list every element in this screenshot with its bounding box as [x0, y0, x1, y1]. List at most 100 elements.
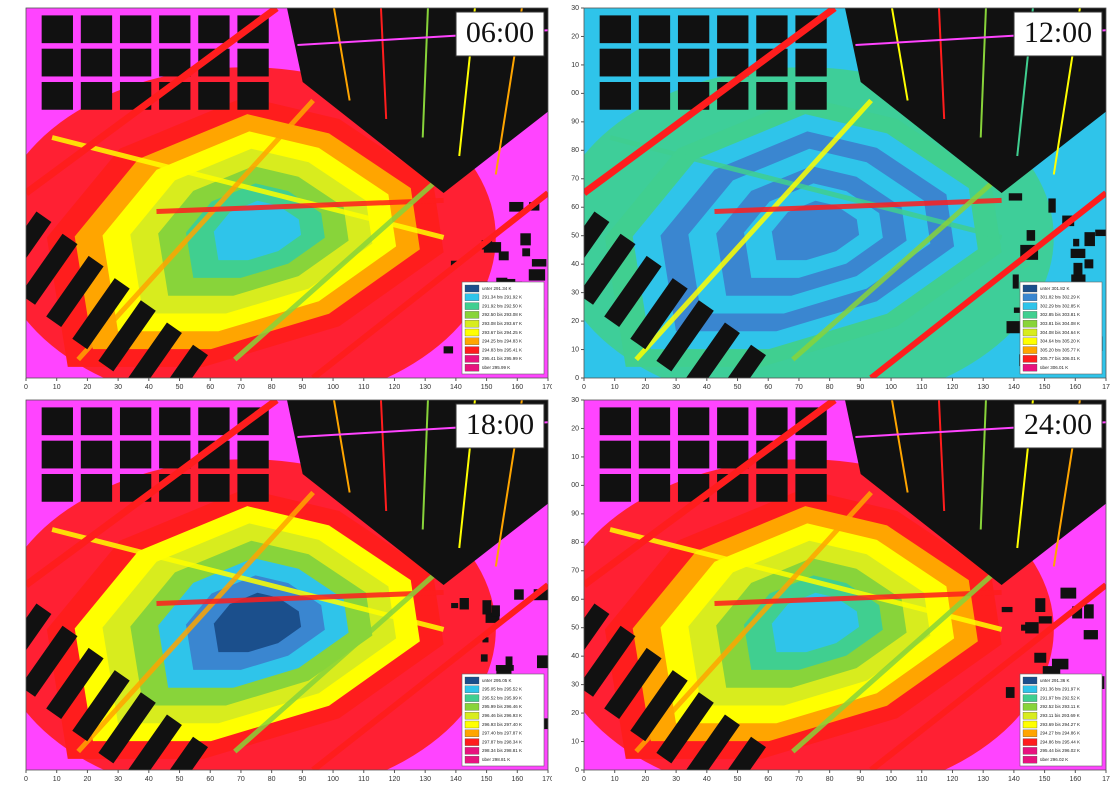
building	[482, 600, 492, 615]
x-tick-label: 110	[916, 384, 927, 391]
park-zone	[213, 592, 302, 653]
building	[480, 654, 488, 662]
x-tick-label: 140	[1008, 776, 1020, 783]
building	[46, 647, 104, 719]
building	[1005, 687, 1015, 698]
plot-frame	[25, 399, 549, 771]
x-tick-label: 50	[734, 776, 742, 783]
building	[1070, 248, 1086, 259]
building	[1006, 321, 1021, 334]
building	[459, 598, 469, 610]
legend-label: unter 291.34 K	[482, 286, 512, 291]
path	[609, 135, 1003, 240]
legend-label: unter 291.36 K	[1040, 678, 1070, 683]
path	[634, 98, 873, 362]
building	[1012, 274, 1019, 289]
legend-swatch	[464, 756, 480, 764]
x-tick-label: 60	[764, 384, 772, 391]
street	[26, 400, 279, 588]
building	[520, 233, 531, 246]
y-tick-label: 40	[571, 653, 579, 660]
x-tick-label: 50	[176, 384, 184, 391]
legend-swatch	[464, 738, 480, 746]
building	[237, 440, 269, 469]
building	[198, 15, 230, 44]
building	[708, 736, 767, 770]
legend-swatch	[464, 320, 480, 328]
building	[1084, 259, 1094, 269]
building	[536, 655, 548, 669]
x-tick-label: 160	[511, 776, 523, 783]
x-tick-label: 90	[856, 384, 864, 391]
building	[656, 300, 714, 372]
building	[677, 440, 710, 469]
y-tick-label: 00	[571, 90, 579, 97]
map-panel: 0 10 20 30 40 50 60 70 80 90 100 110 120 130 140 150 160…	[24, 399, 552, 783]
street	[311, 582, 548, 770]
building	[630, 670, 688, 742]
legend-label: 297.87 bis 298.34 K	[482, 739, 522, 744]
building	[1072, 606, 1083, 619]
path	[51, 135, 445, 240]
legend-swatch	[1022, 293, 1038, 301]
x-tick-label: 50	[734, 384, 742, 391]
building	[1034, 652, 1047, 663]
legend-label: 292.50 bis 293.08 K	[482, 312, 522, 317]
legend-swatch	[1022, 756, 1038, 764]
map-panel: 0 10 20 30 40 50 60 70 80 90 100 110 120 130 140 150 160…	[24, 7, 552, 391]
map	[26, 8, 548, 378]
legend-swatch	[1022, 747, 1038, 755]
x-tick-label: 110	[916, 776, 927, 783]
building	[1073, 262, 1083, 276]
street	[311, 190, 548, 378]
building	[483, 242, 502, 253]
map-panel: 0 10 20 30 40 50 60 70 80 90 100 110 120 130 140 150 160…	[571, 397, 1110, 783]
y-tick-label: 0	[575, 375, 579, 382]
building	[41, 474, 73, 502]
time-box	[1013, 11, 1103, 57]
x-tick-label: 70	[795, 776, 803, 783]
building	[498, 251, 509, 261]
building	[756, 15, 788, 44]
x-tick-label: 170	[542, 776, 552, 783]
street	[332, 400, 351, 493]
y-tick-label: 80	[571, 539, 579, 546]
street	[937, 400, 946, 512]
legend-swatch	[464, 747, 480, 755]
building	[159, 407, 191, 436]
legend-label: 291.97 bis 292.52 K	[1040, 695, 1080, 700]
building	[119, 407, 152, 436]
street	[379, 8, 388, 120]
x-tick-label: 160	[511, 384, 523, 391]
x-tick-label: 0	[582, 776, 586, 783]
building	[795, 48, 827, 77]
building	[630, 278, 688, 350]
time-label: 18:00	[466, 408, 534, 441]
building	[717, 407, 749, 436]
building	[682, 714, 740, 770]
building	[46, 255, 104, 327]
building	[1048, 198, 1056, 213]
legend-swatch	[1022, 685, 1038, 693]
legend-swatch	[464, 293, 480, 301]
building	[26, 603, 52, 675]
path	[76, 98, 315, 362]
legend-swatch	[1022, 364, 1038, 372]
building	[584, 603, 610, 675]
legend-swatch	[464, 346, 480, 354]
x-tick-label: 160	[1069, 776, 1081, 783]
legend-swatch	[1022, 720, 1038, 729]
legend-swatch	[464, 694, 480, 702]
building	[41, 440, 73, 469]
x-tick-label: 10	[53, 384, 61, 391]
building	[795, 82, 827, 110]
legend-swatch	[1022, 676, 1038, 685]
path	[51, 527, 445, 632]
legend-label: 305.20 bis 305.77 K	[1040, 347, 1080, 352]
x-tick-label: 140	[1008, 384, 1020, 391]
building	[119, 48, 152, 77]
building	[638, 48, 671, 77]
path	[233, 564, 446, 754]
legend-label: 291.34 bis 291.92 K	[482, 295, 522, 300]
